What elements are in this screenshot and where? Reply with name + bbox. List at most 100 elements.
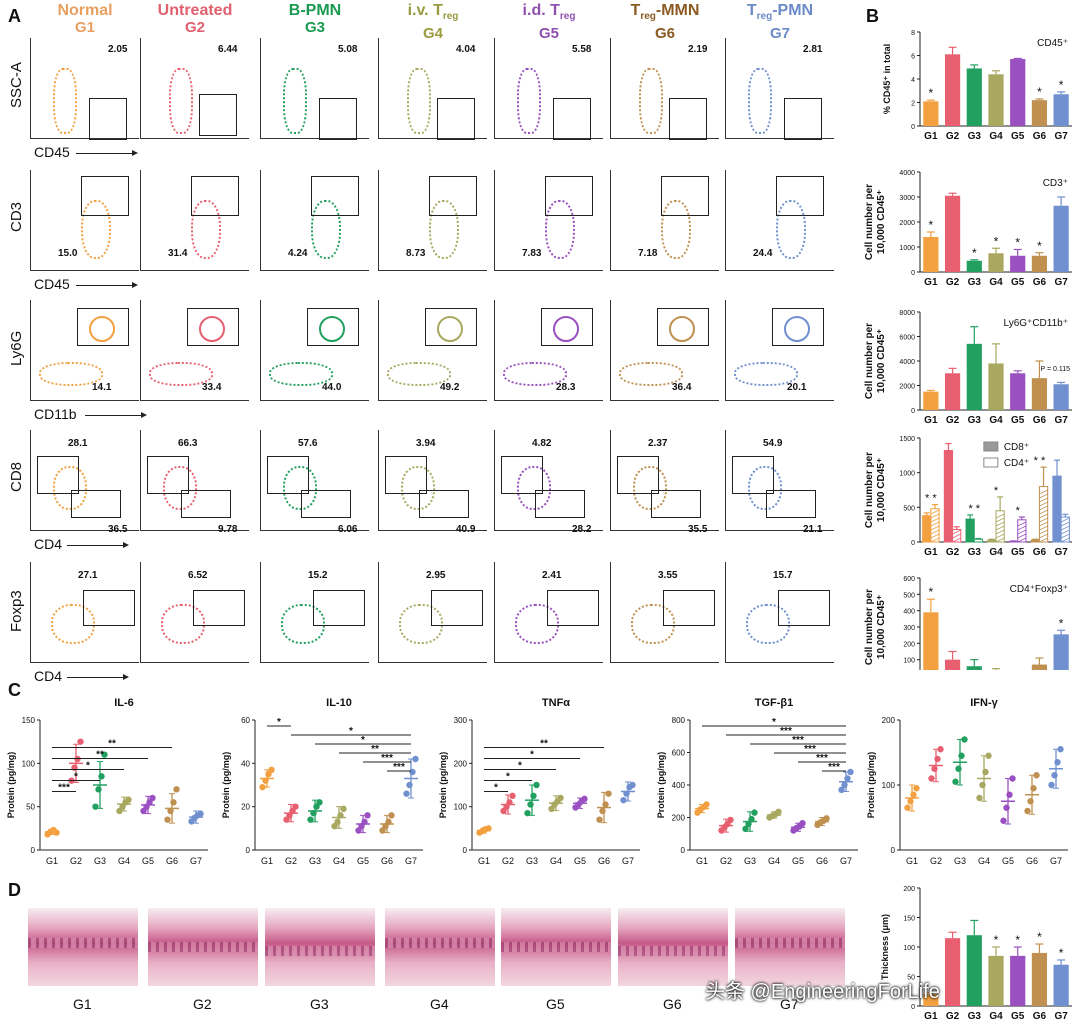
- gate-box: [541, 308, 593, 346]
- histology-image: [618, 908, 728, 986]
- percentage-label: 57.6: [298, 438, 318, 449]
- population-blob: [191, 200, 221, 259]
- legend-swatch: [983, 441, 999, 452]
- flow-plot: [610, 170, 719, 271]
- panel-letter-d: D: [8, 880, 21, 900]
- bar: [966, 343, 982, 410]
- row-x-label: CD45: [34, 276, 70, 292]
- x-tick-label: G1: [924, 277, 938, 288]
- data-point: [1024, 807, 1031, 815]
- x-tick-label: G1: [924, 1011, 938, 1022]
- group-header: Treg-MMN G6: [605, 2, 725, 42]
- hatch-line: [1017, 525, 1027, 531]
- data-point: [931, 765, 938, 772]
- y-tick-label: 600: [903, 576, 915, 583]
- data-point: [149, 794, 156, 802]
- flow-plot: [260, 38, 369, 140]
- chart-title: IFN-γ: [970, 697, 998, 709]
- group-name: T: [630, 2, 641, 19]
- percentage-label: 35.5: [688, 524, 708, 535]
- gate-box: [778, 590, 830, 626]
- significance-star: *: [74, 772, 78, 783]
- data-point: [1006, 791, 1013, 798]
- x-tick-label: G3: [968, 131, 982, 142]
- flow-plot: [260, 300, 369, 401]
- bar: [988, 253, 1004, 272]
- bar: [966, 68, 982, 126]
- data-point: [1030, 785, 1037, 792]
- legend-label: CD4⁺: [1004, 458, 1029, 469]
- y-tick-label: 0: [911, 1004, 915, 1011]
- x-tick-label: G1: [924, 131, 938, 142]
- population-blob: [734, 362, 798, 386]
- gate-box: [776, 176, 824, 216]
- y-tick-label: 20: [241, 803, 250, 812]
- percentage-label: 2.05: [108, 44, 128, 55]
- flow-plot: [378, 430, 487, 531]
- x-tick-label: G5: [792, 856, 804, 866]
- chart-title: IL-6: [114, 697, 134, 709]
- data-point: [1003, 804, 1010, 811]
- percentage-label: 6.44: [218, 44, 238, 55]
- y-axis-label: Protein (pg/mg): [656, 752, 666, 819]
- group-name: Normal: [57, 2, 113, 19]
- population-blob: [401, 466, 435, 510]
- gate-box: [657, 308, 709, 346]
- gate-box: [83, 590, 135, 626]
- group-id: G2: [184, 19, 205, 36]
- hatch-line: [1060, 529, 1070, 535]
- group-suffix: -MMN: [655, 2, 700, 19]
- significance-star: *: [972, 246, 977, 260]
- histology-image: [148, 908, 258, 986]
- data-point: [527, 801, 534, 808]
- population-blob: [161, 604, 205, 644]
- significance-star: *: [518, 761, 522, 772]
- significance-star: **: [540, 739, 548, 750]
- data-point: [197, 810, 204, 817]
- y-axis-label: Cell number per: [864, 589, 875, 665]
- hatch-line: [930, 537, 940, 543]
- data-point: [596, 816, 603, 823]
- data-point: [98, 773, 105, 780]
- population-blob: [53, 466, 87, 510]
- data-point: [259, 783, 266, 791]
- percentage-label: 4.82: [532, 438, 552, 449]
- significance-star: *: [277, 717, 281, 728]
- y-tick-label: 0: [911, 124, 915, 131]
- hatch-line: [930, 521, 940, 527]
- flow-plot: [140, 562, 249, 663]
- population-blob: [51, 604, 95, 644]
- x-tick-label: G1: [478, 856, 490, 866]
- data-point: [125, 796, 132, 803]
- significance-star: *: [1016, 505, 1021, 517]
- x-tick-label: G6: [381, 856, 393, 866]
- flow-plot: [725, 562, 834, 663]
- flow-plot: [494, 430, 603, 531]
- population-blob: [661, 200, 691, 259]
- population-blob: [319, 316, 345, 342]
- population-blob: [163, 466, 197, 510]
- group-id: G4: [422, 25, 443, 43]
- hatch-line: [1039, 517, 1048, 523]
- group-header: B-PMN G3: [255, 2, 375, 36]
- histology-image: [28, 908, 138, 986]
- data-point: [955, 765, 962, 772]
- histology-label: G5: [546, 996, 565, 1012]
- y-axis-label: Cell number per: [864, 323, 875, 399]
- data-point: [307, 816, 314, 823]
- hatch-line: [1039, 505, 1048, 511]
- tissue-layer: [501, 942, 611, 952]
- percentage-label: 7.18: [638, 248, 658, 259]
- significance-star: **: [96, 750, 104, 761]
- tissue-layer: [618, 946, 728, 956]
- bar: [1031, 664, 1048, 670]
- bar: [1052, 475, 1062, 543]
- group-subscript: reg: [640, 11, 656, 23]
- y-tick-label: 1000: [899, 471, 915, 478]
- gate-box: [553, 98, 591, 140]
- group-header: Untreated G2: [135, 2, 255, 36]
- percentage-label: 14.1: [92, 382, 112, 393]
- data-point: [77, 738, 84, 745]
- percentage-label: 5.08: [338, 44, 358, 55]
- y-tick-label: 60: [241, 716, 250, 725]
